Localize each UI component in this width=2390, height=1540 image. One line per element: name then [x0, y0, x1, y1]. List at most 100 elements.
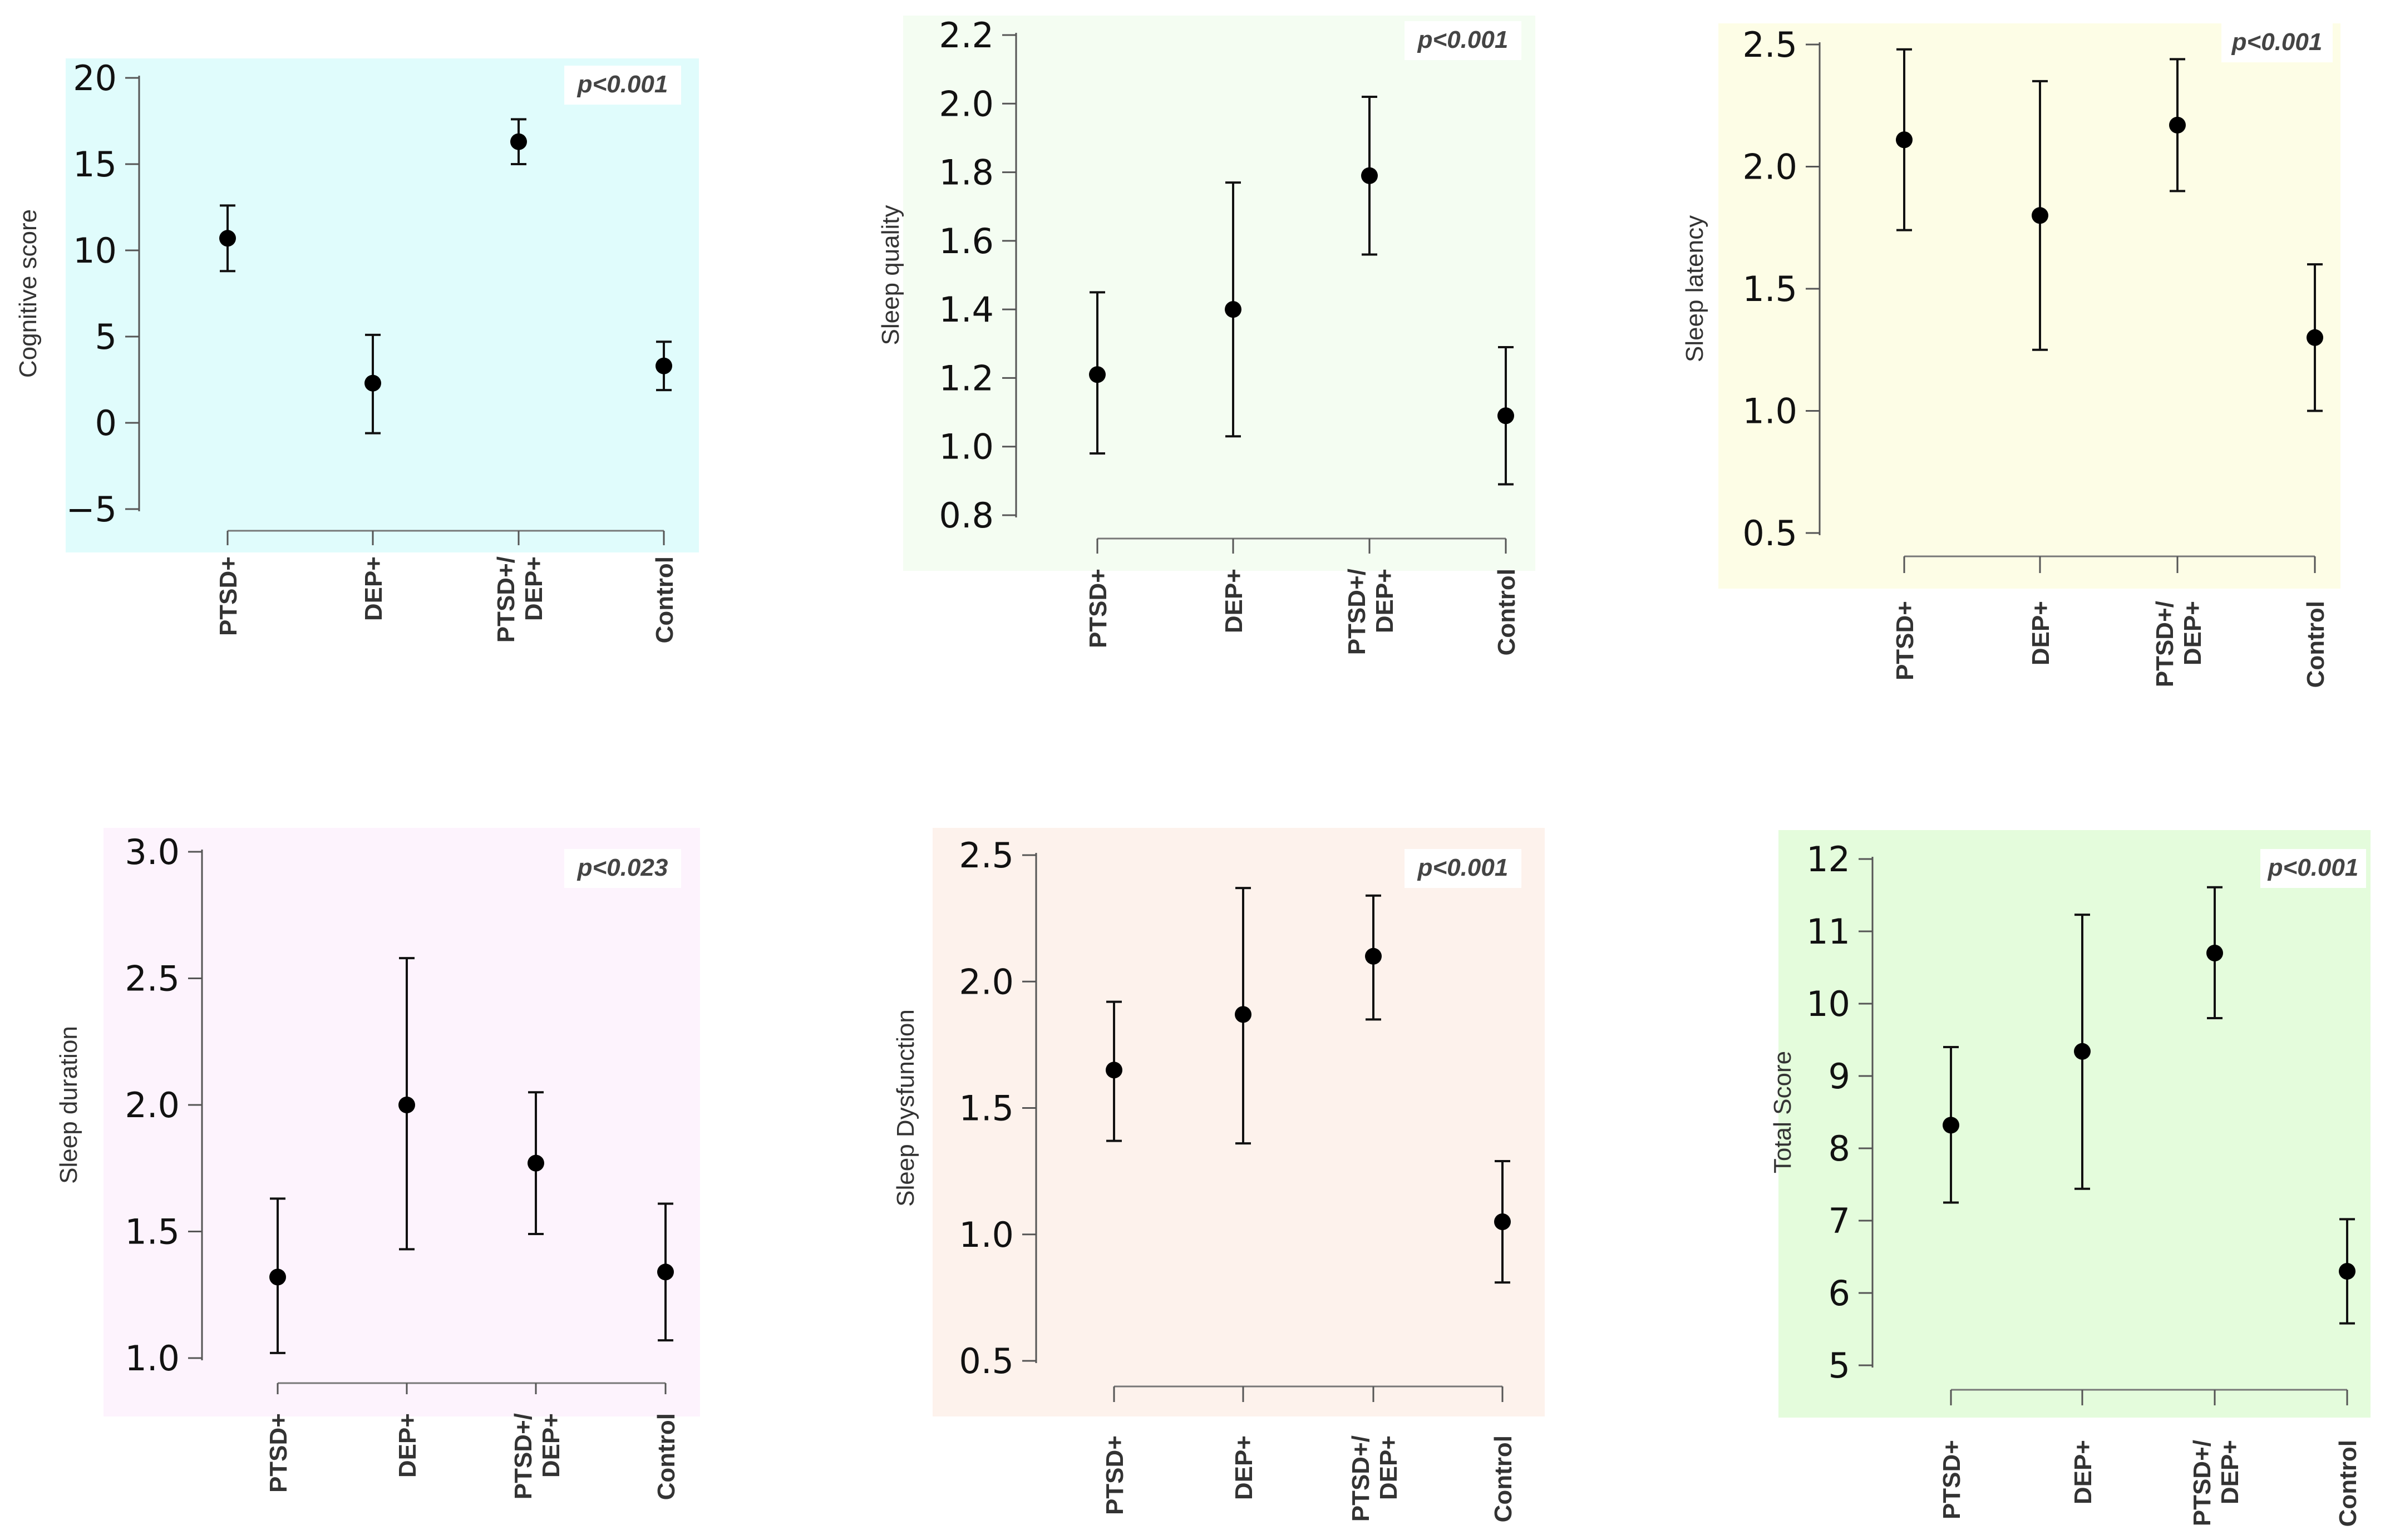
x-category-label: PTSD+: [1101, 1435, 1129, 1515]
y-tick-label: 2.0: [1742, 147, 1797, 187]
mean-point: [1896, 131, 1913, 149]
y-tick-label: 1.8: [939, 152, 994, 193]
chart-panel: 0.5 1.0 1.5 2.0 2.5 Sleep Dysfunction PTSD+ DEP…: [892, 828, 1545, 1522]
y-axis-label: Sleep Dysfunction: [892, 1009, 919, 1207]
y-tick-label: 6: [1829, 1273, 1850, 1314]
mean-point: [1089, 366, 1106, 383]
chart-panel: −5 0 5 10 15 20 Cognitive score PTSD+ DEP+ PTSD+/…: [14, 58, 699, 643]
plot-background: [104, 828, 700, 1416]
x-category-label: PTSD+: [1938, 1440, 1965, 1519]
chart-panel: 1.0 1.5 2.0 2.5 3.0 Sleep duration PTSD+ DEP+ PT…: [55, 828, 700, 1500]
y-tick-label: 9: [1829, 1056, 1850, 1097]
y-tick-label: 1.5: [125, 1212, 180, 1252]
x-category-label: PTSD+: [215, 556, 242, 636]
x-category-label: DEP+: [360, 556, 387, 621]
pvalue-label: p<0.001: [577, 71, 668, 98]
x-category-label: PTSD+/DEP+: [492, 556, 548, 643]
x-category-label: PTSD+: [265, 1413, 292, 1493]
x-category-label: PTSD+: [1891, 601, 1919, 680]
y-tick-label: −5: [66, 489, 117, 530]
y-axis-label: Sleep quality: [877, 205, 904, 345]
mean-point: [1361, 167, 1378, 184]
y-axis-label: Sleep latency: [1681, 215, 1708, 362]
x-category-label: Control: [2334, 1440, 2362, 1527]
mean-point: [2307, 329, 2323, 346]
y-tick-label: 2.5: [959, 835, 1014, 876]
pvalue-box: [1405, 849, 1521, 888]
y-tick-label: 1.0: [125, 1338, 180, 1379]
mean-point: [2206, 945, 2223, 961]
y-tick-label: 2.0: [125, 1085, 180, 1126]
y-tick-label: 1.6: [939, 221, 994, 261]
y-tick-label: 1.4: [939, 289, 994, 330]
pvalue-label: p<0.023: [577, 854, 668, 881]
y-tick-label: 0: [95, 403, 117, 443]
mean-point: [2032, 207, 2048, 224]
pvalue-label: p<0.001: [2268, 854, 2359, 881]
y-tick-label: 1.2: [939, 358, 994, 398]
pvalue-box: [1405, 21, 1521, 60]
x-category-label: PTSD+/DEP+: [1343, 569, 1398, 655]
pvalue-label: p<0.001: [1417, 854, 1509, 881]
y-tick-label: 0.5: [1742, 513, 1797, 554]
mean-point: [1225, 301, 1241, 318]
pvalue-box: [2260, 849, 2366, 888]
mean-point: [1235, 1006, 1251, 1023]
y-axis-label: Sleep duration: [55, 1026, 82, 1184]
y-tick-label: 2.0: [939, 83, 994, 124]
y-tick-label: 10: [73, 230, 117, 271]
y-tick-label: 0.8: [939, 495, 994, 536]
pvalue-box: [2221, 23, 2333, 62]
y-tick-label: 2.5: [125, 959, 180, 999]
y-tick-label: 2.5: [1742, 24, 1797, 65]
mean-point: [656, 357, 672, 374]
y-tick-label: 11: [1806, 911, 1850, 952]
mean-point: [1943, 1117, 1959, 1134]
plot-background: [1778, 830, 2371, 1418]
y-tick-label: 0.5: [959, 1341, 1014, 1381]
x-category-label: PTSD+: [1085, 569, 1112, 648]
x-category-label: PTSD+/DEP+: [2189, 1440, 2244, 1526]
plot-background: [933, 828, 1545, 1416]
y-axis-label: Cognitive score: [14, 209, 42, 378]
x-category-label: PTSD+/DEP+: [1347, 1435, 1402, 1522]
y-axis-label: Total Score: [1769, 1051, 1796, 1173]
mean-point: [1365, 947, 1382, 965]
y-tick-label: 12: [1806, 839, 1850, 880]
x-category-label: Control: [651, 556, 678, 643]
mean-point: [2074, 1043, 2091, 1060]
mean-point: [2339, 1263, 2355, 1280]
mean-point: [364, 374, 381, 392]
chart-panel: 0.5 1.0 1.5 2.0 2.5 Sleep latency PTSD+ DEP+ PTS…: [1681, 23, 2340, 688]
y-tick-label: 20: [73, 58, 117, 98]
pvalue-box: [564, 849, 681, 888]
mean-point: [1106, 1062, 1122, 1079]
mean-point: [1497, 407, 1514, 425]
mean-point: [1494, 1213, 1511, 1231]
x-category-label: Control: [1490, 1435, 1517, 1522]
plot-background: [66, 58, 699, 552]
y-tick-label: 10: [1806, 984, 1850, 1024]
y-tick-label: 1.5: [1742, 269, 1797, 309]
x-category-label: PTSD+/DEP+: [2151, 601, 2206, 687]
mean-point: [2169, 116, 2186, 134]
y-tick-label: 7: [1829, 1201, 1850, 1241]
pvalue-label: p<0.001: [2231, 28, 2323, 56]
y-tick-label: 3.0: [125, 832, 180, 872]
y-tick-label: 2.2: [939, 15, 994, 56]
y-tick-label: 1.0: [959, 1215, 1014, 1255]
y-tick-label: 5: [95, 317, 117, 357]
mean-point: [219, 230, 236, 247]
y-tick-label: 1.0: [939, 427, 994, 467]
mean-point: [269, 1268, 286, 1286]
mean-point: [398, 1097, 415, 1113]
mean-point: [510, 133, 527, 150]
mean-point: [528, 1154, 544, 1172]
x-category-label: PTSD+/DEP+: [510, 1413, 565, 1499]
x-category-label: DEP+: [2027, 601, 2054, 665]
chart-panel: 5 6 7 8 9 10 11 12 Total Score PTSD+ DEP+ PTSD+/DEP…: [1769, 830, 2371, 1527]
x-category-label: Control: [2302, 601, 2329, 688]
x-category-label: DEP+: [1230, 1435, 1258, 1500]
x-category-label: Control: [653, 1413, 680, 1500]
